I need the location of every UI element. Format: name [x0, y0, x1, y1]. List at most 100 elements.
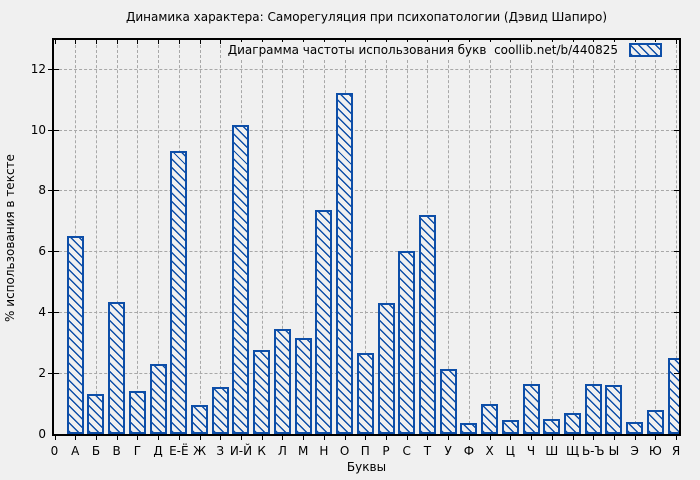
y-tick-mark	[674, 251, 679, 253]
bar-Р	[377, 303, 395, 434]
bar-А	[66, 236, 84, 434]
x-tick-mark	[178, 40, 180, 44]
x-tick-label: Е-Ё	[169, 444, 189, 458]
bar-З	[211, 386, 229, 434]
x-tick-label: Р	[382, 444, 390, 458]
y-tick-label: 6	[38, 244, 46, 259]
x-tick-mark	[282, 436, 284, 440]
x-tick-mark	[116, 436, 118, 440]
x-tick-mark	[158, 40, 160, 44]
x-gridline	[468, 40, 470, 434]
bar-Ю	[646, 409, 664, 434]
x-tick-mark	[510, 436, 512, 440]
x-gridline	[634, 40, 636, 434]
x-tick-label: Н	[319, 444, 329, 458]
x-gridline	[551, 40, 553, 434]
x-tick-mark	[448, 436, 450, 440]
bar-Ф	[460, 423, 478, 434]
bar-Ч	[522, 383, 540, 434]
x-tick-mark	[551, 436, 553, 440]
x-tick-mark	[54, 436, 56, 440]
bar-Б	[87, 394, 105, 434]
bar-Х	[481, 403, 499, 434]
y-tick-label: 4	[38, 305, 46, 320]
x-tick-mark	[323, 436, 325, 440]
x-tick-label: Л	[277, 444, 287, 458]
x-tick-label: Ы	[608, 444, 620, 458]
y-tick-mark	[674, 312, 679, 314]
x-tick-mark	[220, 40, 222, 44]
x-tick-label: К	[257, 444, 266, 458]
chart-title: Динамика характера: Саморегуляция при пс…	[125, 10, 608, 24]
x-tick-mark	[75, 40, 77, 44]
y-gridline	[54, 190, 679, 192]
x-gridline	[261, 40, 263, 434]
x-tick-mark	[655, 436, 657, 440]
x-tick-label: А	[71, 444, 80, 458]
x-tick-label: З	[216, 444, 225, 458]
x-tick-mark	[634, 436, 636, 440]
x-tick-mark	[178, 436, 180, 440]
x-tick-mark	[365, 436, 367, 440]
bar-Ш	[543, 418, 561, 434]
x-tick-label: Ш	[545, 444, 559, 458]
bar-Ы	[605, 385, 623, 434]
y-tick-mark	[54, 68, 59, 70]
x-tick-label: Б	[91, 444, 101, 458]
x-tick-label: О	[339, 444, 350, 458]
bar-О	[336, 92, 354, 434]
x-tick-label: Ю	[648, 444, 662, 458]
x-gridline	[406, 40, 408, 434]
y-tick-mark	[54, 251, 59, 253]
y-tick-mark	[48, 190, 52, 192]
x-tick-label: Ф	[463, 444, 475, 458]
x-tick-mark	[54, 40, 56, 44]
x-gridline	[531, 40, 533, 434]
x-gridline	[220, 40, 222, 434]
x-tick-mark	[572, 436, 574, 440]
chart-legend: Диаграмма частоты использования букв coo…	[223, 42, 662, 58]
bar-Ж	[191, 405, 209, 434]
x-gridline	[386, 40, 388, 434]
x-gridline	[303, 40, 305, 434]
x-tick-mark	[427, 436, 429, 440]
x-gridline	[510, 40, 512, 434]
x-axis-title: Буквы	[346, 460, 387, 474]
bar-Е-Ё	[170, 150, 188, 434]
bar-Э	[626, 421, 644, 434]
x-gridline	[489, 40, 491, 434]
y-tick-mark	[674, 373, 679, 375]
x-tick-mark	[158, 436, 160, 440]
y-tick-mark	[674, 190, 679, 192]
y-tick-mark	[54, 190, 59, 192]
x-tick-mark	[75, 436, 77, 440]
x-tick-mark	[531, 436, 533, 440]
x-gridline	[158, 40, 160, 434]
x-tick-label: М	[297, 444, 309, 458]
x-tick-mark	[386, 436, 388, 440]
bar-Л	[273, 328, 291, 434]
y-tick-mark	[48, 373, 52, 375]
y-tick-mark	[48, 312, 52, 314]
x-gridline	[613, 40, 615, 434]
x-tick-label: Ж	[193, 444, 206, 458]
x-tick-mark	[240, 436, 242, 440]
y-tick-mark	[54, 129, 59, 131]
x-tick-label: Д	[153, 444, 163, 458]
y-tick-label: 2	[38, 366, 46, 381]
x-tick-label: 0	[50, 444, 59, 458]
x-tick-mark	[137, 40, 139, 44]
bar-М	[294, 338, 312, 434]
x-tick-mark	[261, 436, 263, 440]
y-gridline	[54, 129, 679, 131]
bar-Д	[149, 363, 167, 434]
x-gridline	[199, 40, 201, 434]
plot-area	[52, 38, 681, 436]
x-tick-label: Ч	[526, 444, 536, 458]
y-tick-label: 8	[38, 183, 46, 198]
x-tick-mark	[303, 436, 305, 440]
x-gridline	[137, 40, 139, 434]
legend-key-swatch	[629, 43, 662, 57]
x-gridline	[95, 40, 97, 434]
